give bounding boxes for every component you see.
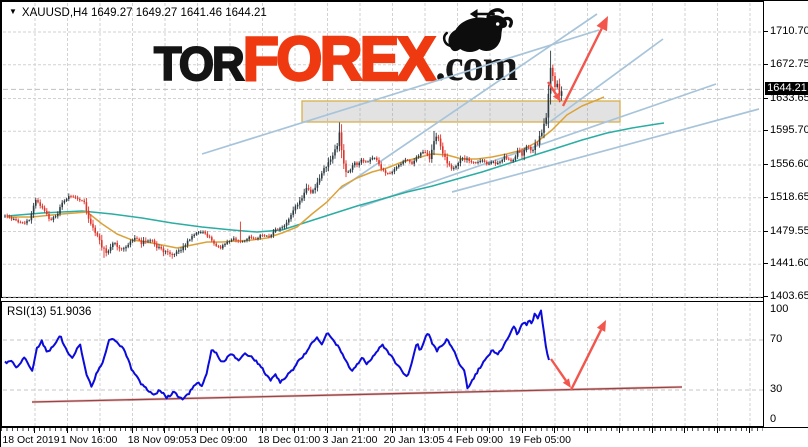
time-axis-tick bbox=[554, 428, 555, 433]
time-axis-label: 3 Jan 21:00 bbox=[322, 434, 378, 446]
time-axis-label: 18 Dec 01:00 bbox=[257, 434, 321, 446]
time-axis-label: 1 Nov 16:00 bbox=[60, 434, 118, 446]
time-axis-minor-ticks bbox=[1, 428, 763, 431]
time-axis-tick bbox=[456, 428, 458, 433]
time-axis-tick bbox=[99, 428, 100, 433]
price-axis-label: 1518.65 bbox=[770, 190, 808, 203]
rsi-axis-label: 70 bbox=[770, 333, 783, 345]
price-axis-label: 1710.70 bbox=[770, 25, 808, 37]
time-axis-label: 3 Dec 09:00 bbox=[190, 434, 248, 446]
price-axis-tick bbox=[764, 31, 768, 32]
time-axis-tick bbox=[66, 428, 68, 433]
time-axis-tick bbox=[391, 428, 393, 433]
time-axis-tick bbox=[196, 428, 198, 433]
trend-channel-lines[interactable] bbox=[201, 13, 760, 208]
candlestick-series bbox=[4, 50, 563, 259]
watermark-logo: TOR FOREX .com bbox=[153, 8, 518, 95]
price-axis-label: 1595.70 bbox=[770, 124, 808, 137]
price-axis-tick bbox=[764, 196, 768, 198]
logo-text-forex: FOREX bbox=[242, 24, 438, 95]
time-axis-tick bbox=[489, 428, 490, 433]
time-axis-tick bbox=[261, 428, 263, 433]
rsi-forecast-arrows[interactable] bbox=[550, 320, 606, 391]
rsi-axis-label: 100 bbox=[770, 303, 789, 315]
main-chart-canvas bbox=[4, 13, 760, 259]
rsi-line bbox=[4, 309, 550, 401]
price-axis-label: 1479.55 bbox=[770, 224, 808, 237]
price-axis-label: 1672.75 bbox=[770, 57, 808, 70]
time-axis-label: 19 Feb 05:00 bbox=[509, 434, 571, 446]
time-axis-tick bbox=[359, 428, 360, 433]
time-axis-label: 4 Feb 09:00 bbox=[446, 434, 504, 446]
time-axis-tick bbox=[131, 428, 133, 433]
price-axis-label: 1441.60 bbox=[770, 257, 808, 270]
price-axis-label: 1403.65 bbox=[770, 290, 808, 302]
time-axis-tick bbox=[164, 428, 165, 433]
price-axis-tick bbox=[764, 263, 768, 265]
ma-slow-line bbox=[6, 122, 665, 233]
price-axis-tick bbox=[764, 164, 768, 165]
logo-text-tor: TOR bbox=[153, 36, 246, 91]
quote-bar: ▼ XAUUSD,H4 1649.27 1649.27 1641.46 1644.… bbox=[9, 7, 267, 19]
time-axis-tick bbox=[326, 428, 328, 433]
time-axis-tick bbox=[294, 428, 295, 433]
bull-logo-icon bbox=[442, 8, 513, 52]
current-price-badge: 1644.21 bbox=[765, 81, 808, 95]
time-axis-tick bbox=[651, 428, 653, 433]
rsi-axis-label: 30 bbox=[770, 383, 783, 395]
time-axis-tick bbox=[34, 428, 35, 433]
main-chart-panel[interactable]: TOR FOREX .com ▼ XAUUSD,H4 1649.27 1649.27 … bbox=[1, 1, 763, 298]
price-axis-tick bbox=[764, 63, 768, 65]
time-axis-label: 18 Nov 09:05 bbox=[127, 434, 191, 446]
time-axis-tick bbox=[521, 428, 523, 433]
price-axis[interactable]: 1644.21 1710.70 1672.75 1633.65 1595.70 1556… bbox=[763, 1, 808, 447]
rsi-canvas bbox=[3, 303, 763, 427]
price-axis-tick bbox=[764, 97, 768, 99]
time-axis-tick bbox=[749, 428, 750, 433]
rsi-indicator-label: RSI(13) 51.9036 bbox=[7, 306, 92, 318]
main-grid bbox=[3, 3, 763, 298]
time-axis-tick bbox=[424, 428, 425, 433]
time-axis-tick bbox=[684, 428, 685, 433]
symbol-dropdown-icon[interactable]: ▼ bbox=[9, 7, 17, 16]
price-axis-tick bbox=[764, 296, 768, 297]
rsi-support-trendline[interactable] bbox=[31, 385, 683, 404]
time-axis-label: 20 Jan 13:05 bbox=[383, 434, 445, 446]
forecast-zone-rect[interactable] bbox=[301, 100, 621, 123]
quote-text: XAUUSD,H4 1649.27 1649.27 1641.46 1644.2… bbox=[21, 7, 267, 19]
forecast-arrows[interactable] bbox=[546, 16, 608, 107]
time-axis-tick bbox=[586, 428, 588, 433]
rsi-indicator-panel[interactable]: RSI(13) 51.9036 bbox=[1, 301, 763, 427]
time-axis[interactable]: 18 Oct 2019 1 Nov 16:00 18 Nov 09:05 3 Dec … bbox=[1, 427, 808, 447]
time-axis-tick bbox=[716, 428, 718, 433]
time-axis-tick bbox=[229, 428, 230, 433]
rsi-axis-label: 0 bbox=[770, 413, 777, 425]
price-axis-label: 1556.60 bbox=[770, 158, 808, 170]
time-axis-label: 18 Oct 2019 bbox=[2, 434, 60, 446]
price-axis-tick bbox=[764, 130, 768, 132]
price-axis-tick bbox=[764, 230, 768, 232]
time-axis-tick bbox=[619, 428, 620, 433]
